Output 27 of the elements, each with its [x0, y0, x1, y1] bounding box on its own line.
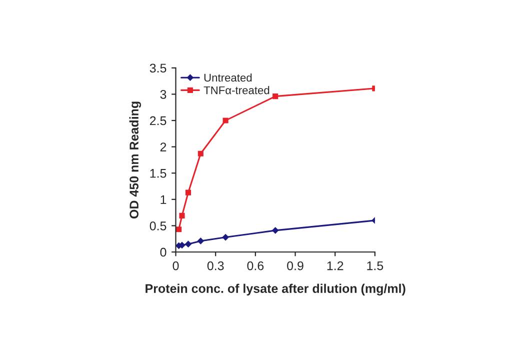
y-tick-label: 2.5 [150, 116, 166, 126]
point [198, 150, 204, 156]
y-tick-label: 1 [160, 195, 166, 204]
point [179, 212, 185, 218]
y-axis-title: OD 450 nm Reading [129, 102, 142, 218]
legend-label: TNFα-treated [204, 86, 270, 94]
point [222, 118, 228, 124]
legend-label: Untreated [204, 73, 252, 82]
y-tick-label: 3.5 [150, 64, 166, 73]
point [222, 234, 229, 241]
y-tick-label: 0 [160, 248, 166, 257]
point [184, 240, 192, 248]
x-tick-label: 1.5 [367, 261, 384, 270]
point [185, 190, 192, 196]
point [272, 226, 279, 234]
x-tick-label: 0.9 [287, 261, 304, 270]
y-tick-label: 3 [160, 90, 166, 99]
x-tick-label: 1.2 [327, 261, 344, 270]
y-tick-label: 2 [160, 142, 166, 152]
x-tick-label: 0.3 [207, 261, 224, 270]
y-tick-label: 1.5 [150, 169, 166, 178]
x-tick-label: 0 [172, 261, 179, 270]
x-axis-title: Protein conc. of lysate after dilution (mg/ml) [146, 284, 406, 296]
point [197, 238, 204, 244]
point [272, 94, 278, 100]
y-tick-label: 0.5 [150, 222, 166, 230]
x-tick-label: 0.6 [247, 261, 264, 270]
